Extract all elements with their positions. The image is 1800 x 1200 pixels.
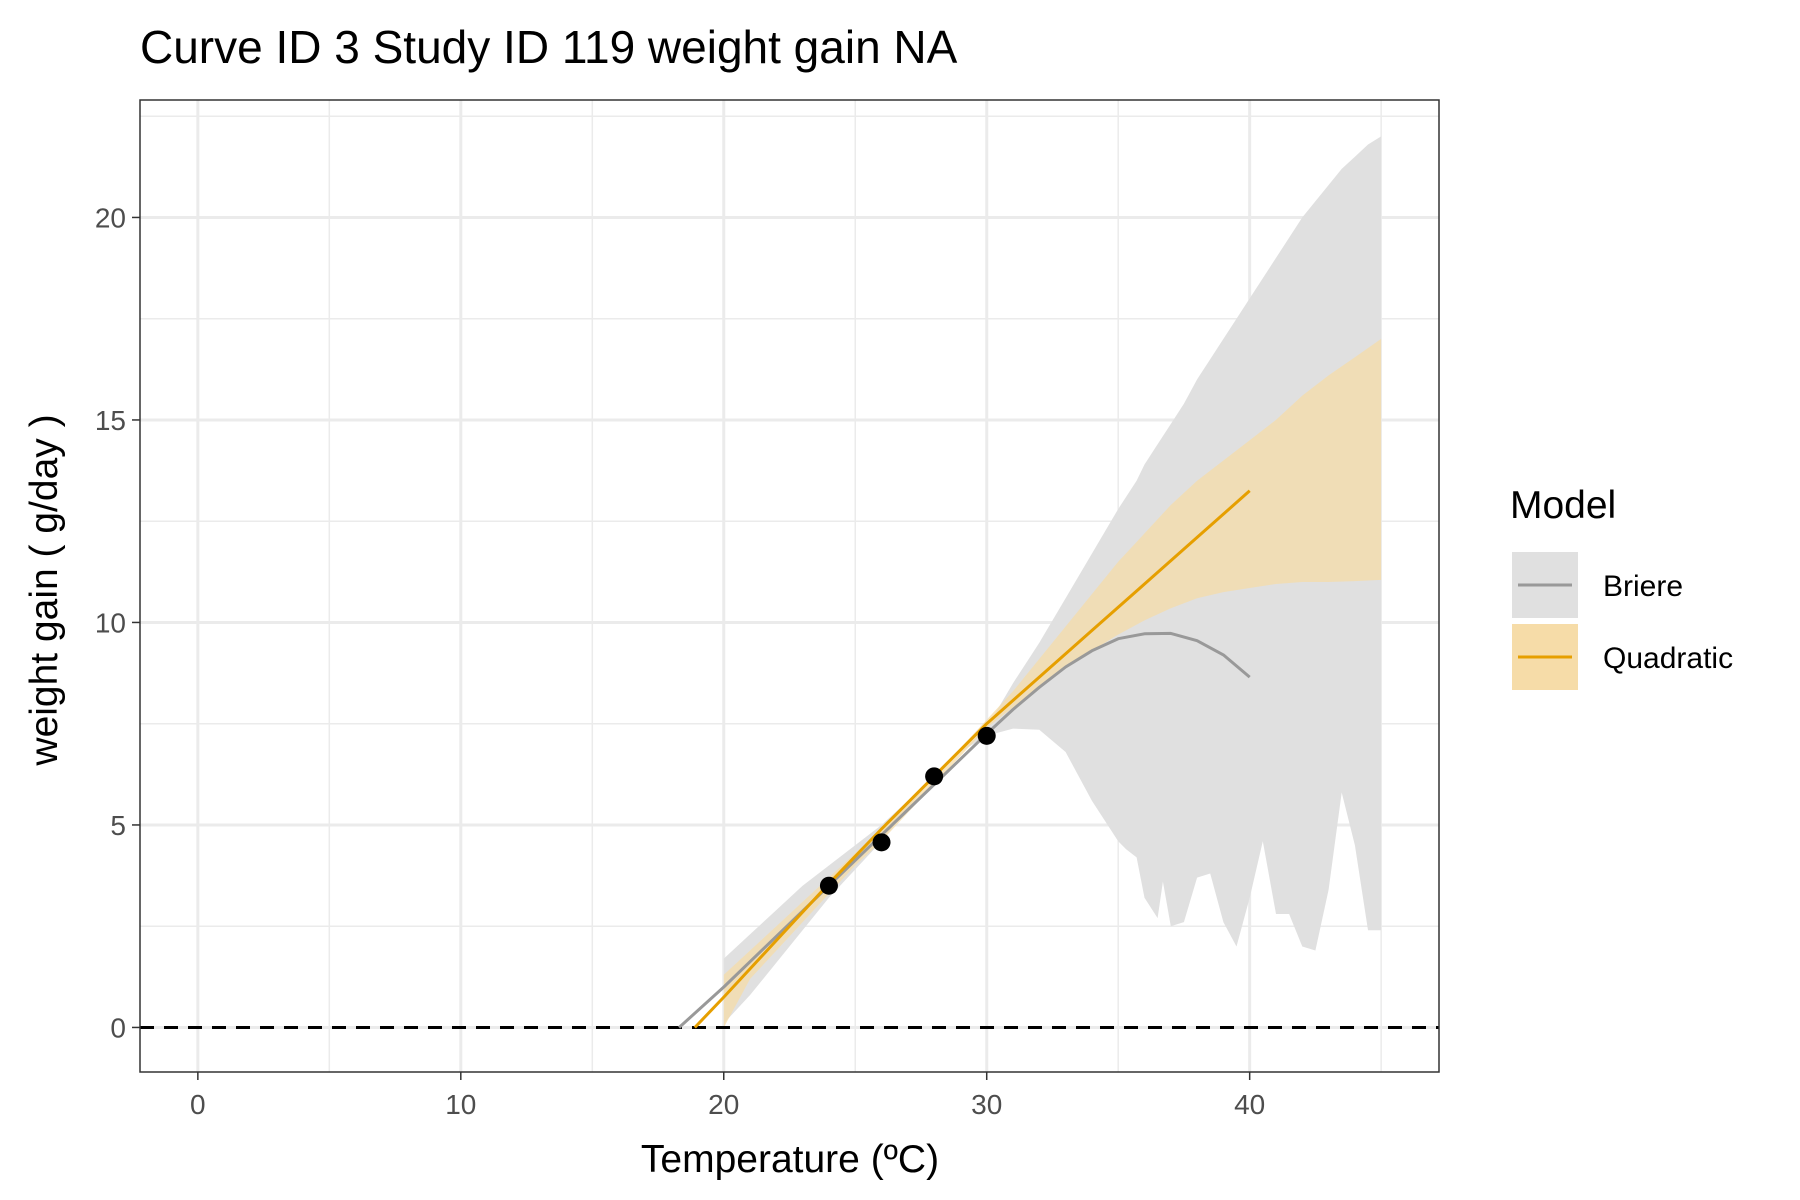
observed-points: [819, 726, 996, 895]
plot-panel: [139, 99, 1440, 1073]
x-tick-label: 0: [190, 1089, 206, 1120]
chart-title: Curve ID 3 Study ID 119 weight gain NA: [140, 21, 958, 73]
legend: Model Briere Quadratic: [1510, 484, 1733, 690]
y-axis-title: weight gain ( g/day ): [23, 414, 66, 766]
legend-item-briere: Briere: [1512, 552, 1683, 618]
y-tick-label: 15: [95, 405, 126, 436]
model-curves: [678, 489, 1251, 1029]
y-tick-label: 10: [95, 607, 126, 638]
x-axis-title: Temperature (ºC): [641, 1138, 939, 1181]
x-tick-label: 30: [971, 1089, 1002, 1120]
legend-title: Model: [1510, 484, 1616, 527]
y-tick-label: 20: [95, 202, 126, 233]
legend-label: Quadratic: [1603, 642, 1733, 675]
data-point: [925, 767, 944, 786]
data-point: [872, 833, 891, 852]
x-tick-label: 20: [708, 1089, 739, 1120]
legend-item-quadratic: Quadratic: [1512, 624, 1733, 690]
band-quadratic: [723, 338, 1382, 1028]
data-point: [819, 876, 838, 895]
y-tick-label: 5: [110, 810, 126, 841]
band-briere: [723, 136, 1382, 1024]
data-point: [977, 726, 996, 745]
plot-border: [139, 99, 1440, 1073]
x-tick-label: 10: [445, 1089, 476, 1120]
y-tick-label: 0: [110, 1012, 126, 1043]
x-tick-label: 40: [1234, 1089, 1265, 1120]
line-quadratic: [693, 489, 1251, 1029]
x-axis: 0 10 20 30 40: [190, 1072, 1265, 1120]
confidence-bands: [723, 136, 1382, 1028]
legend-label: Briere: [1603, 570, 1683, 603]
y-axis: 0 5 10 15 20: [95, 202, 140, 1043]
